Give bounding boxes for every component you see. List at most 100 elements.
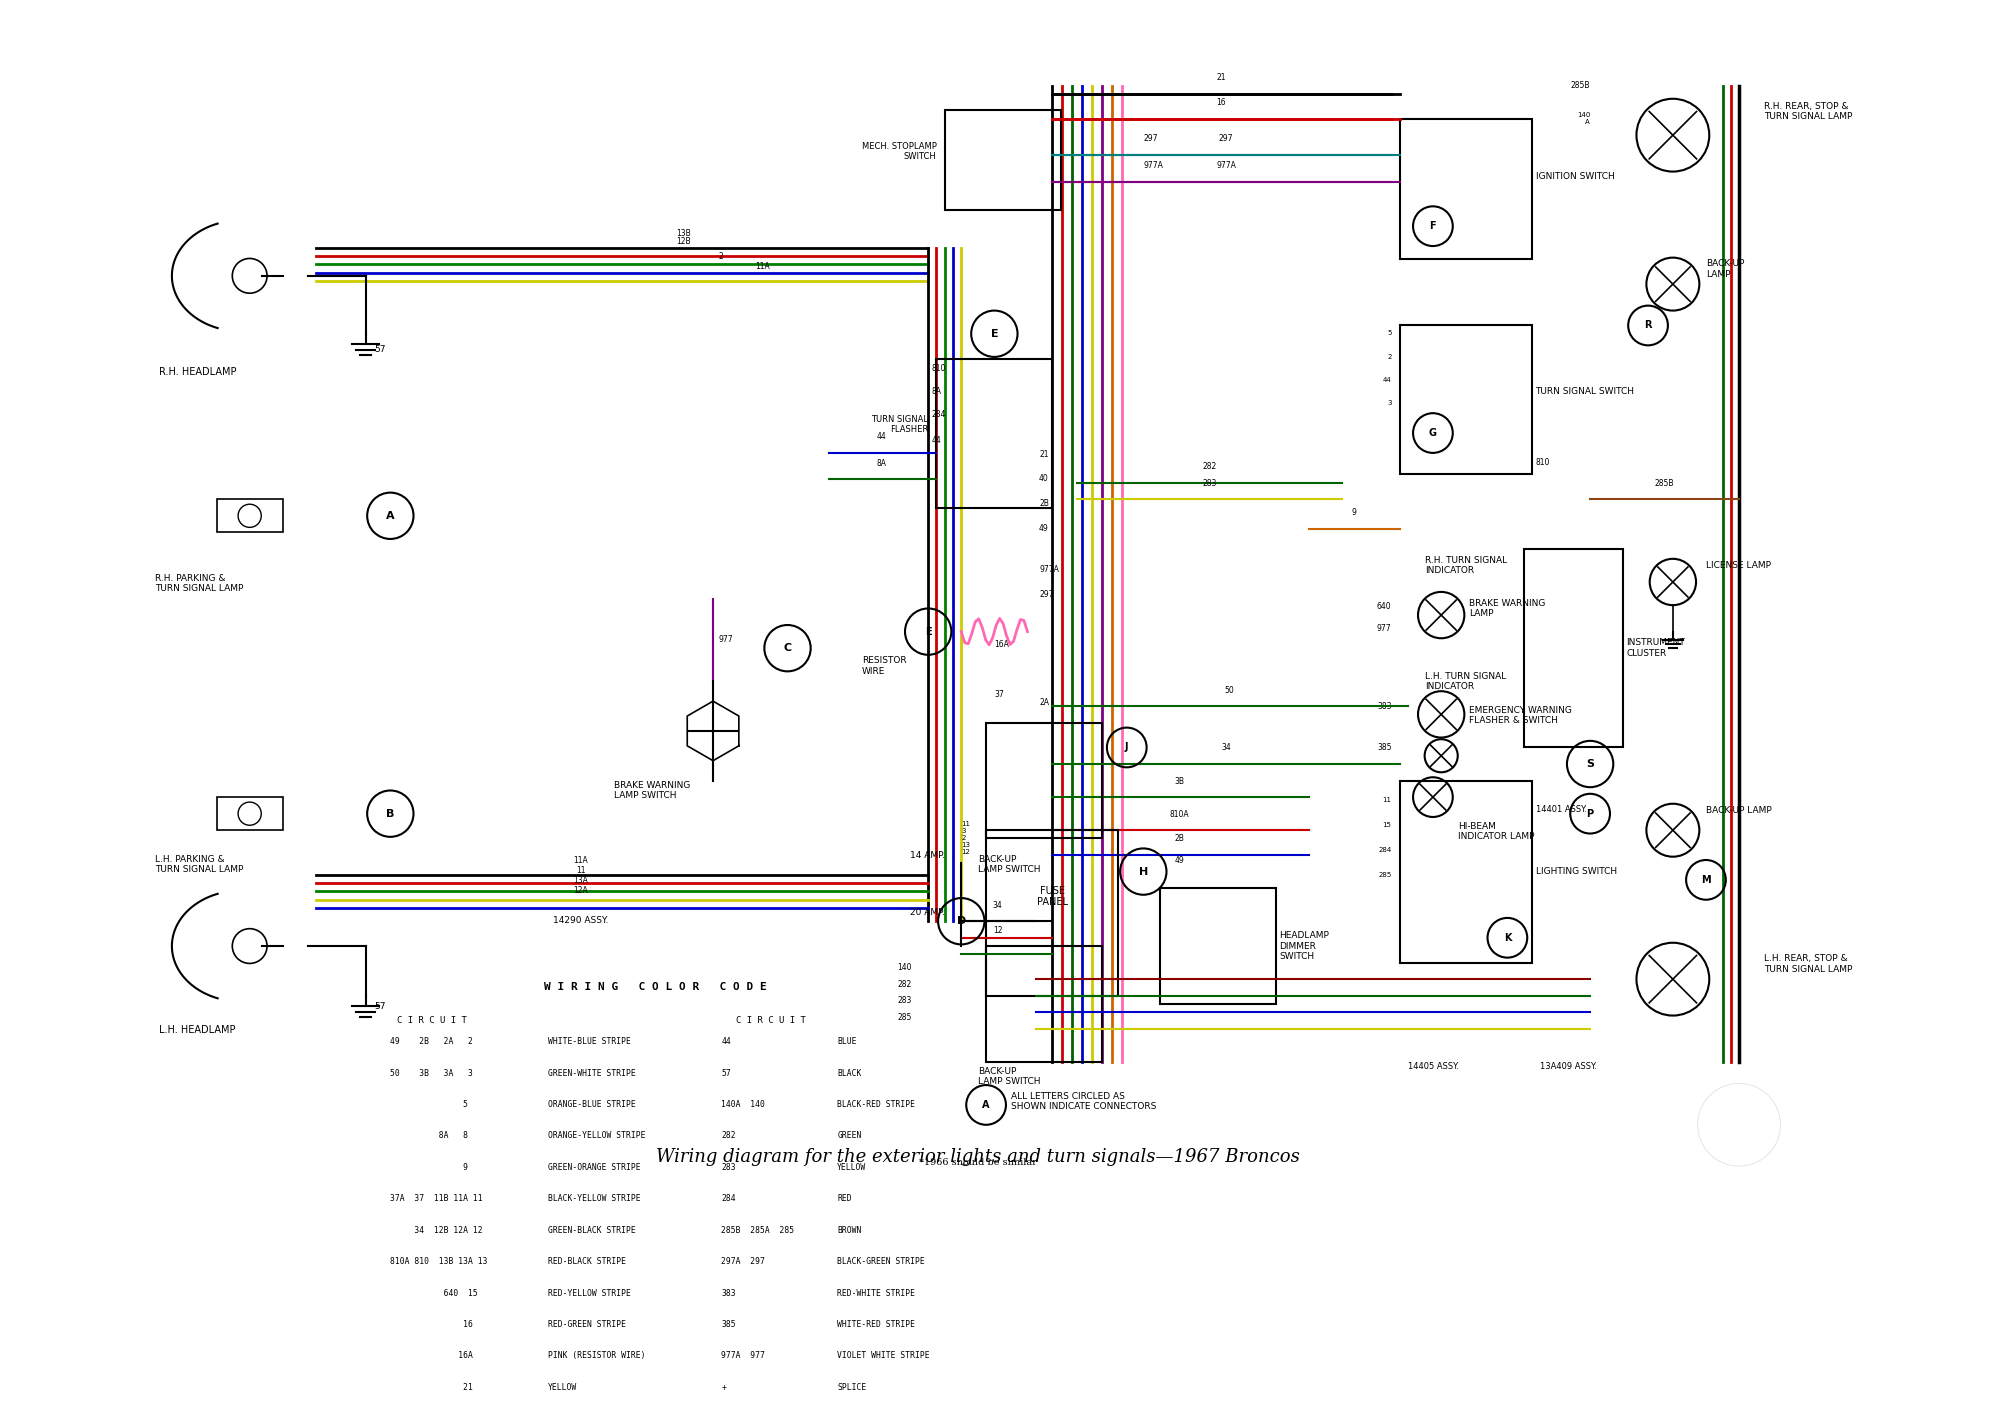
Text: YELLOW: YELLOW: [548, 1384, 576, 1392]
Text: MECH. STOPLAMP
SWITCH: MECH. STOPLAMP SWITCH: [862, 142, 936, 162]
Text: J: J: [1126, 743, 1128, 752]
Text: 49: 49: [1040, 524, 1048, 533]
Text: 285B: 285B: [1654, 479, 1674, 488]
Text: 11
3
2
13
12: 11 3 2 13 12: [962, 821, 970, 855]
Text: VIOLET WHITE STRIPE: VIOLET WHITE STRIPE: [838, 1351, 930, 1361]
Text: 977A: 977A: [1040, 565, 1058, 575]
Text: ALL LETTERS CIRCLED AS
SHOWN INDICATE CONNECTORS: ALL LETTERS CIRCLED AS SHOWN INDICATE CO…: [1010, 1092, 1156, 1112]
Text: L.H. TURN SIGNAL
INDICATOR: L.H. TURN SIGNAL INDICATOR: [1424, 672, 1506, 690]
Text: BACK-UP LAMP: BACK-UP LAMP: [1706, 806, 1772, 814]
Text: 12: 12: [992, 926, 1002, 936]
Text: 37: 37: [994, 689, 1004, 699]
Text: C: C: [784, 643, 792, 654]
Text: Wiring diagram for the exterior lights and turn signals—1967 Broncos: Wiring diagram for the exterior lights a…: [656, 1148, 1300, 1167]
Text: 16: 16: [390, 1320, 474, 1329]
Text: 50: 50: [1224, 686, 1234, 695]
Text: RED-YELLOW STRIPE: RED-YELLOW STRIPE: [548, 1289, 630, 1298]
Text: R: R: [1644, 320, 1652, 331]
Bar: [216, 797, 282, 830]
Text: 383: 383: [722, 1289, 736, 1298]
Text: 44: 44: [876, 433, 886, 441]
Text: 16: 16: [1216, 99, 1226, 107]
Text: 34: 34: [992, 900, 1002, 910]
Text: 21: 21: [390, 1384, 474, 1392]
Bar: [216, 499, 282, 533]
Text: 13A409 ASSY.: 13A409 ASSY.: [1540, 1062, 1598, 1071]
Text: RESISTOR
WIRE: RESISTOR WIRE: [862, 657, 906, 676]
Text: L.H. HEADLAMP: L.H. HEADLAMP: [158, 1026, 236, 1036]
Text: TURN SIGNAL
FLASHER: TURN SIGNAL FLASHER: [872, 416, 928, 434]
Text: 12A: 12A: [574, 886, 588, 895]
Text: 977A: 977A: [1144, 161, 1164, 170]
Text: 9: 9: [390, 1162, 468, 1172]
Text: 297: 297: [1144, 134, 1158, 144]
Text: LICENSE LAMP: LICENSE LAMP: [1706, 561, 1770, 569]
Text: K: K: [1504, 933, 1512, 943]
Text: 14405 ASSY.: 14405 ASSY.: [1408, 1062, 1460, 1071]
Text: 640  15: 640 15: [390, 1289, 478, 1298]
Bar: [1400, 325, 1532, 475]
Text: 977A: 977A: [1216, 161, 1236, 170]
Text: 14401 ASSY.: 14401 ASSY.: [1536, 806, 1586, 814]
Text: 12B: 12B: [676, 237, 690, 247]
Text: *1966 should be similar: *1966 should be similar: [918, 1158, 1036, 1167]
Text: 57: 57: [722, 1068, 732, 1078]
Text: 140A  140: 140A 140: [722, 1100, 766, 1109]
Text: 11A: 11A: [756, 262, 770, 271]
Text: 297: 297: [1218, 134, 1234, 144]
Text: 21: 21: [1216, 73, 1226, 82]
Text: FUSE
PANEL: FUSE PANEL: [1036, 886, 1068, 907]
Text: RED-BLACK STRIPE: RED-BLACK STRIPE: [548, 1257, 626, 1267]
Text: 385: 385: [722, 1320, 736, 1329]
Text: GREEN-ORANGE STRIPE: GREEN-ORANGE STRIPE: [548, 1162, 640, 1172]
Text: 13B: 13B: [676, 228, 690, 238]
Text: EMERGENCY WARNING
FLASHER & SWITCH: EMERGENCY WARNING FLASHER & SWITCH: [1470, 706, 1572, 726]
Text: 640: 640: [1376, 602, 1392, 612]
Text: 285: 285: [898, 1013, 912, 1022]
Text: 977: 977: [1376, 624, 1392, 633]
Text: C I R C U I T: C I R C U I T: [736, 1016, 806, 1024]
Bar: [944, 110, 1060, 210]
Text: 285B  285A  285: 285B 285A 285: [722, 1226, 794, 1234]
Text: GREEN-WHITE STRIPE: GREEN-WHITE STRIPE: [548, 1068, 636, 1078]
Text: 9: 9: [1352, 509, 1356, 517]
Text: 44: 44: [932, 437, 942, 445]
Text: SPLICE: SPLICE: [838, 1384, 866, 1392]
Text: G: G: [1428, 428, 1436, 438]
Text: ORANGE-YELLOW STRIPE: ORANGE-YELLOW STRIPE: [548, 1131, 646, 1140]
Text: BACK-UP
LAMP SWITCH: BACK-UP LAMP SWITCH: [978, 1067, 1040, 1086]
Text: BRAKE WARNING
LAMP: BRAKE WARNING LAMP: [1470, 599, 1546, 619]
Text: 2: 2: [1388, 354, 1392, 359]
Text: 49: 49: [1174, 855, 1184, 865]
Text: BRAKE WARNING
LAMP SWITCH: BRAKE WARNING LAMP SWITCH: [614, 781, 690, 800]
Text: L.H. REAR, STOP &
TURN SIGNAL LAMP: L.H. REAR, STOP & TURN SIGNAL LAMP: [1764, 954, 1852, 974]
Text: W I R I N G   C O L O R   C O D E: W I R I N G C O L O R C O D E: [544, 982, 766, 992]
Bar: [1400, 118, 1532, 259]
Text: 44: 44: [722, 1037, 732, 1045]
Text: BLACK-YELLOW STRIPE: BLACK-YELLOW STRIPE: [548, 1195, 640, 1203]
Text: BLACK-RED STRIPE: BLACK-RED STRIPE: [838, 1100, 916, 1109]
Text: 810A: 810A: [1170, 810, 1190, 819]
Bar: [986, 830, 1118, 996]
Text: RED: RED: [838, 1195, 852, 1203]
Text: INSTRUMENT
CLUSTER: INSTRUMENT CLUSTER: [1626, 638, 1686, 658]
Text: WHITE-BLUE STRIPE: WHITE-BLUE STRIPE: [548, 1037, 630, 1045]
Text: 8A: 8A: [932, 386, 942, 396]
Text: BLACK: BLACK: [838, 1068, 862, 1078]
Text: R.H. TURN SIGNAL
INDICATOR: R.H. TURN SIGNAL INDICATOR: [1424, 555, 1506, 575]
Text: A: A: [386, 511, 394, 521]
Text: 16A: 16A: [390, 1351, 474, 1361]
Text: 37A  37  11B 11A 11: 37A 37 11B 11A 11: [390, 1195, 482, 1203]
Text: 282: 282: [1202, 462, 1216, 471]
Text: 8A: 8A: [876, 459, 886, 468]
Text: 34: 34: [1222, 744, 1230, 752]
Text: HI-BEAM
INDICATOR LAMP: HI-BEAM INDICATOR LAMP: [1458, 821, 1534, 841]
Text: P: P: [1586, 809, 1594, 819]
Text: F: F: [1430, 221, 1436, 231]
Text: 49    2B   2A   2: 49 2B 2A 2: [390, 1037, 474, 1045]
Text: 977A  977: 977A 977: [722, 1351, 766, 1361]
Text: 5: 5: [1388, 331, 1392, 337]
Text: 5: 5: [390, 1100, 468, 1109]
Text: 140
A: 140 A: [1576, 113, 1590, 125]
Bar: [986, 723, 1102, 838]
